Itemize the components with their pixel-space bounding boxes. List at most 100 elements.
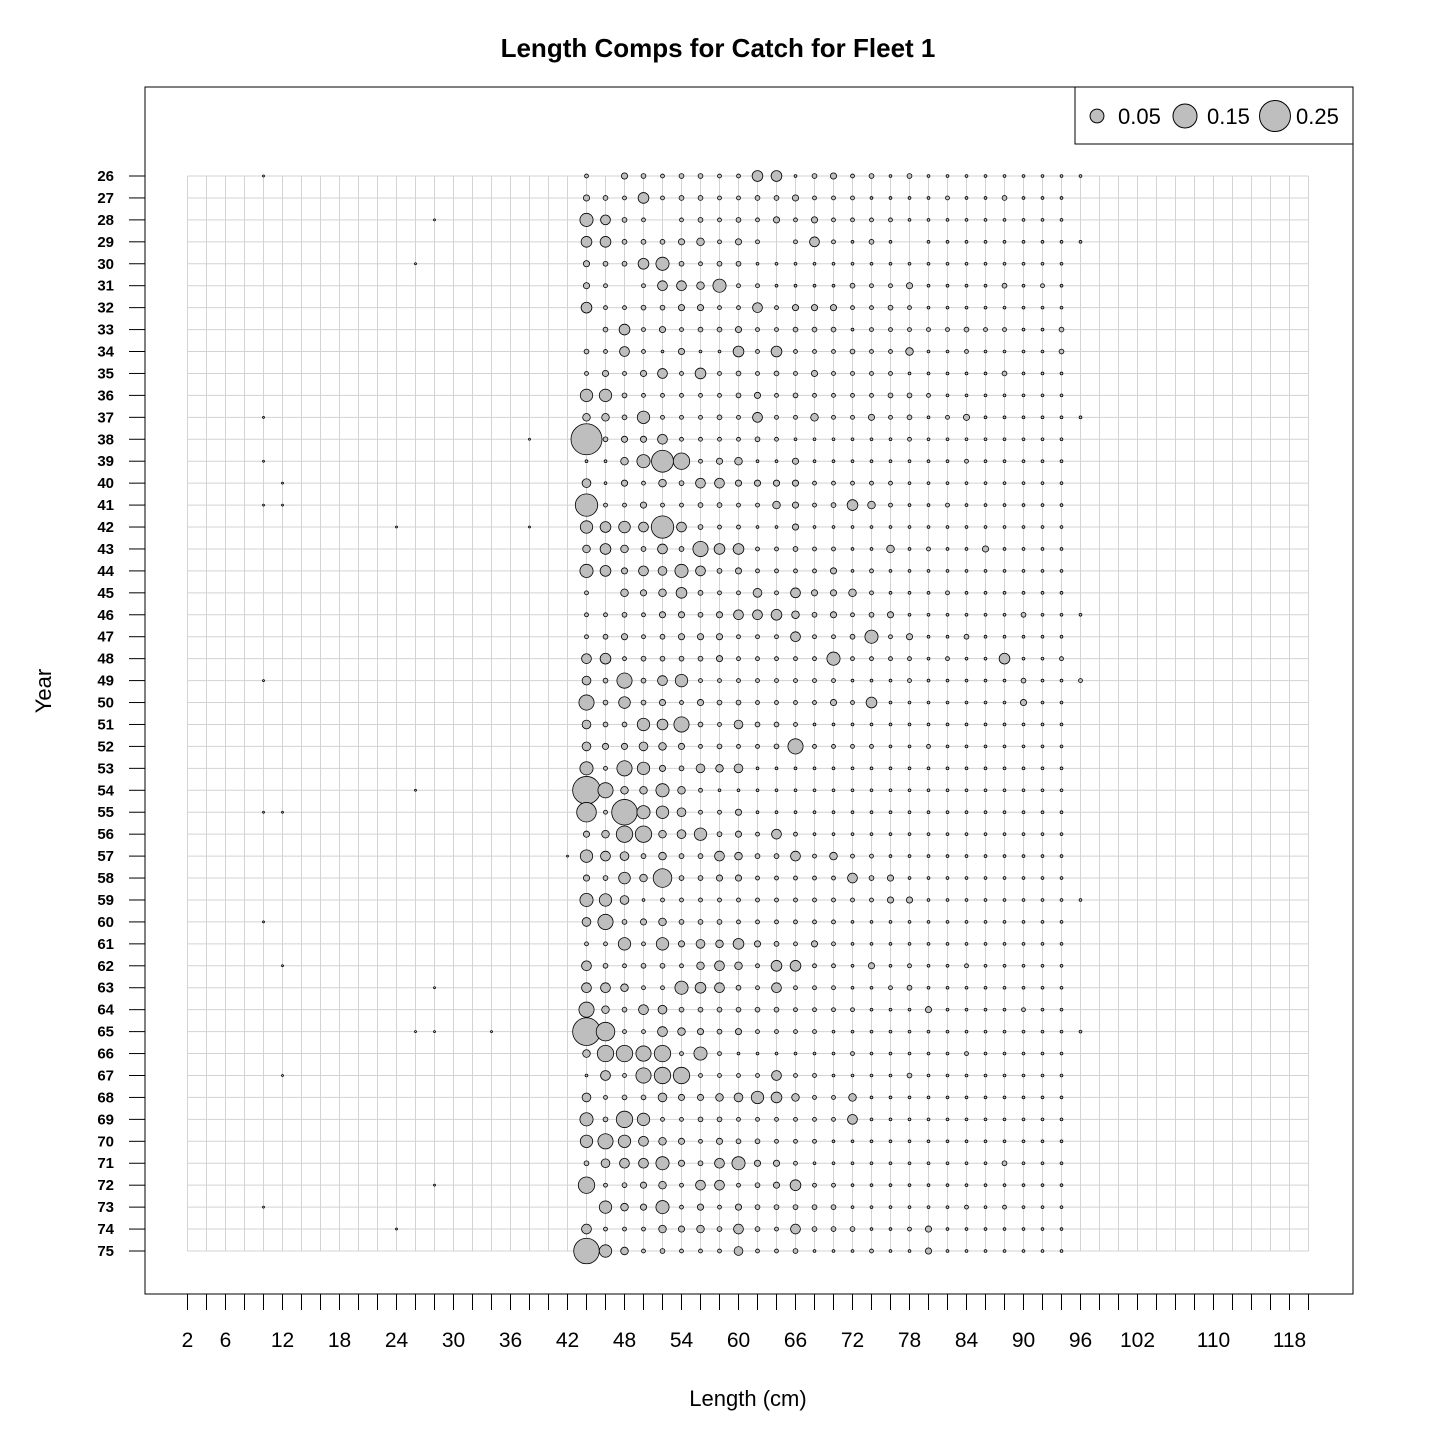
- bubble: [983, 920, 988, 924]
- y-tick-label: 38: [97, 431, 114, 448]
- bubble: [926, 525, 931, 529]
- bubble: [717, 678, 722, 683]
- bubble: [1040, 722, 1045, 727]
- legend-label: 0.25: [1296, 104, 1339, 129]
- bubble: [1059, 371, 1064, 376]
- bubble: [621, 1182, 628, 1188]
- bubble: [603, 459, 608, 463]
- bubble: [580, 301, 593, 314]
- bubble: [717, 393, 722, 398]
- bubble: [679, 371, 684, 376]
- bubble: [659, 611, 667, 619]
- bubble: [660, 985, 665, 991]
- bubble: [812, 1117, 817, 1122]
- bubble: [697, 304, 705, 312]
- bubble: [964, 898, 969, 902]
- bubble: [636, 761, 651, 775]
- bubble: [831, 1029, 836, 1034]
- bubble: [792, 523, 800, 531]
- bubble: [888, 196, 893, 200]
- bubble: [637, 257, 650, 270]
- y-tick-label: 69: [97, 1111, 114, 1128]
- bubble: [1002, 261, 1007, 266]
- bubble: [679, 700, 684, 705]
- bubble: [717, 1073, 722, 1078]
- bubble: [829, 851, 838, 861]
- bubble: [983, 1249, 988, 1253]
- bubble: [1021, 1249, 1026, 1253]
- bubble: [678, 742, 686, 750]
- bubble: [617, 937, 632, 951]
- bubble: [964, 1095, 969, 1100]
- y-tick-label: 30: [97, 256, 114, 273]
- bubble: [831, 371, 836, 376]
- bubble: [641, 1248, 646, 1254]
- bubble: [926, 700, 931, 705]
- bubble: [945, 766, 950, 771]
- x-tick-label: 6: [220, 1329, 232, 1352]
- bubble: [869, 437, 874, 442]
- bubble: [1040, 503, 1045, 507]
- bubble: [774, 568, 779, 574]
- bubble: [658, 1137, 667, 1146]
- bubble: [599, 565, 612, 577]
- bubble: [622, 371, 627, 376]
- y-tick-label: 31: [97, 278, 114, 295]
- bubble: [1002, 612, 1007, 617]
- bubble: [945, 1007, 950, 1012]
- bubble: [581, 478, 592, 488]
- bubble: [620, 544, 629, 554]
- bubble: [830, 502, 837, 508]
- bubble: [679, 393, 684, 398]
- y-tick-label: 49: [97, 673, 114, 690]
- bubble: [869, 547, 874, 551]
- bubble: [754, 1182, 761, 1188]
- bubble: [755, 744, 760, 749]
- bubble: [698, 261, 703, 267]
- bubble: [926, 327, 931, 332]
- bubble: [792, 457, 800, 465]
- bubble: [850, 195, 855, 201]
- bubble: [850, 480, 855, 486]
- bubble: [793, 437, 798, 442]
- bubble: [697, 721, 704, 728]
- bubble: [755, 327, 760, 332]
- bubble: [831, 546, 836, 552]
- bubble: [869, 722, 874, 727]
- bubble: [945, 1095, 950, 1100]
- bubble: [281, 964, 284, 968]
- bubble: [888, 964, 893, 968]
- bubble: [850, 305, 855, 310]
- bubble: [1021, 1227, 1026, 1231]
- bubble: [964, 612, 969, 617]
- bubble: [869, 349, 874, 354]
- bubble: [945, 898, 950, 902]
- bubble: [773, 941, 780, 947]
- bubble: [907, 503, 912, 507]
- bubble: [679, 1051, 684, 1056]
- bubble: [636, 805, 651, 820]
- legend-box: [1074, 86, 1354, 145]
- bubble: [640, 962, 647, 969]
- y-tick-label: 75: [97, 1243, 114, 1260]
- x-tick-label: 24: [385, 1329, 409, 1352]
- bubble: [1021, 174, 1026, 178]
- bubble: [599, 652, 612, 665]
- bubble: [868, 173, 875, 179]
- bubble: [907, 436, 912, 442]
- bubble: [660, 393, 665, 398]
- bubble: [678, 940, 686, 948]
- bubble: [850, 942, 855, 946]
- bubble: [621, 1006, 628, 1013]
- bubble: [657, 675, 668, 686]
- bubble: [926, 766, 931, 771]
- bubble: [716, 1137, 724, 1145]
- bubble: [697, 611, 704, 618]
- bubble: [774, 459, 779, 463]
- bubble: [598, 1200, 613, 1214]
- bubble: [926, 942, 931, 946]
- bubble: [676, 280, 687, 291]
- bubble: [598, 1244, 613, 1258]
- bubble: [695, 565, 706, 577]
